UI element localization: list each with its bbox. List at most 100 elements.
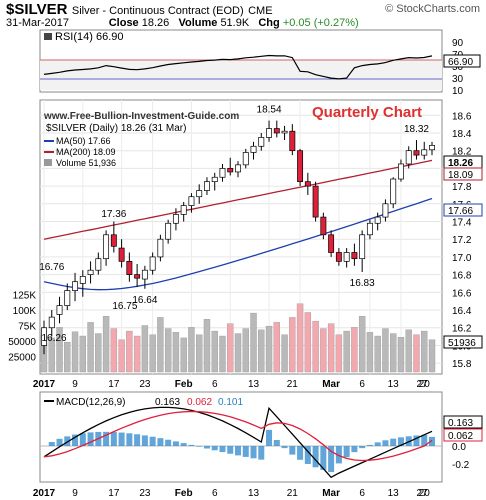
volume-bar bbox=[95, 333, 102, 373]
candle-body bbox=[134, 274, 141, 279]
volume-bar bbox=[203, 319, 211, 373]
macd-hist-bar bbox=[374, 442, 381, 446]
rsi-tick-label: 30 bbox=[452, 74, 464, 85]
volume-bar bbox=[164, 328, 172, 373]
macd-hist-bar bbox=[227, 446, 234, 454]
x-axis-label: 9 bbox=[72, 488, 78, 499]
volume-bar bbox=[312, 320, 319, 373]
volume-bar bbox=[133, 335, 141, 373]
volume-bar bbox=[358, 316, 366, 373]
ma50-marker: 17.66 bbox=[443, 203, 483, 217]
macd-hist-bar bbox=[172, 441, 179, 446]
volume-bar bbox=[273, 322, 280, 373]
macd-hist-bar bbox=[312, 446, 319, 468]
volume-bar bbox=[219, 335, 226, 373]
candle-body bbox=[149, 256, 156, 271]
price-tick-label: 16.6 bbox=[452, 288, 472, 299]
rsi-tick-label: 90 bbox=[452, 38, 464, 49]
price-tick-label: 17.8 bbox=[452, 182, 472, 193]
volume-bar bbox=[382, 328, 389, 373]
macd-hist-bar bbox=[72, 434, 79, 446]
candle-body bbox=[281, 130, 288, 134]
candle-body bbox=[157, 238, 164, 258]
x-axis-label: 23 bbox=[139, 379, 151, 390]
candle-body bbox=[48, 316, 55, 329]
volume-bar bbox=[250, 312, 257, 373]
rsi-legend-swatch bbox=[44, 33, 52, 40]
volume-current-marker: 51936 bbox=[443, 335, 483, 349]
macd-hist-bar bbox=[157, 438, 164, 446]
x-axis-label: 23 bbox=[139, 488, 151, 499]
macd-hist-bar bbox=[203, 446, 210, 449]
ma50-box bbox=[443, 203, 483, 217]
macd-hist-bar bbox=[390, 438, 397, 446]
ma200-line bbox=[43, 159, 433, 240]
price-tick-label: 18.4 bbox=[452, 129, 472, 140]
candle-body bbox=[328, 234, 335, 253]
volume-tick-label: 100K bbox=[13, 306, 37, 317]
volume-bar bbox=[211, 330, 218, 373]
macd-hist-bar bbox=[188, 444, 195, 446]
volume-bar bbox=[428, 339, 436, 373]
candle-body bbox=[297, 150, 304, 183]
volume-tick-label: 125K bbox=[13, 291, 37, 302]
candle-body bbox=[398, 163, 404, 180]
price-tick-label: 17.4 bbox=[452, 218, 472, 229]
chart-header: $SILVER Silver - Continuous Contract (EO… bbox=[6, 1, 273, 19]
candle-body bbox=[188, 196, 195, 206]
volume-bar bbox=[87, 322, 94, 373]
candle-body bbox=[266, 128, 272, 138]
x-axis-label: 27 bbox=[416, 488, 428, 499]
volume-bar bbox=[195, 334, 203, 373]
volume-current-label: 51936 bbox=[448, 338, 476, 349]
candle-body bbox=[289, 130, 296, 152]
macd-hist-bar bbox=[235, 446, 241, 456]
x-axis-label: Feb bbox=[175, 379, 193, 390]
macd-signal-line bbox=[43, 410, 433, 462]
volume-bar bbox=[304, 312, 312, 373]
macd-hist-bar bbox=[273, 440, 280, 446]
candle-body bbox=[204, 181, 210, 191]
volume-bar bbox=[405, 329, 412, 373]
volume-bar bbox=[258, 329, 265, 373]
x-axis-label: 6 bbox=[359, 488, 365, 499]
macd-label-signal: 0.062 bbox=[187, 397, 212, 408]
candle-body bbox=[41, 327, 47, 346]
price-current-marker: 18.26 bbox=[443, 155, 483, 170]
macd-hist-bar bbox=[343, 446, 350, 458]
price-callout: 16.26 bbox=[41, 333, 66, 344]
volume-ticks: 125K 100K 75K 50000 25000 bbox=[8, 291, 36, 364]
macd-ticks: 0.0 -0.2 bbox=[452, 442, 470, 471]
price-tick-label: 16.4 bbox=[452, 306, 472, 317]
volume-bar bbox=[413, 334, 420, 373]
rsi-band bbox=[40, 60, 442, 90]
volume-bar bbox=[335, 334, 343, 373]
macd-hist-bar bbox=[258, 446, 265, 460]
candle-body bbox=[64, 290, 71, 306]
volume-bar bbox=[149, 334, 156, 373]
volume-bar bbox=[351, 327, 358, 373]
chg-label: Chg bbox=[258, 17, 280, 29]
close-value: 18.26 bbox=[141, 17, 170, 29]
macd-hist-bar bbox=[281, 446, 288, 449]
volume-bar bbox=[374, 335, 381, 373]
macd-hist-bar bbox=[219, 446, 226, 453]
volume-bar bbox=[343, 330, 350, 373]
volume-value: 51.9K bbox=[220, 17, 250, 29]
candle-body bbox=[172, 214, 179, 224]
macd-label-prefix: MACD(12,26,9) bbox=[56, 397, 125, 408]
macd-hist-bar bbox=[196, 446, 203, 447]
volume-bar bbox=[390, 333, 397, 373]
volume-bar bbox=[320, 328, 327, 373]
chart-date: 31-Mar-2017 bbox=[6, 17, 69, 29]
price-callout: 16.64 bbox=[132, 295, 157, 306]
macd-hist-bar bbox=[48, 441, 55, 446]
macd-hist-bar bbox=[397, 437, 404, 446]
volume-bar bbox=[265, 325, 273, 373]
candle-body bbox=[79, 276, 86, 284]
candle-body bbox=[242, 152, 249, 166]
macd-histogram bbox=[48, 429, 435, 473]
price-tick-label: 16.8 bbox=[452, 271, 472, 282]
